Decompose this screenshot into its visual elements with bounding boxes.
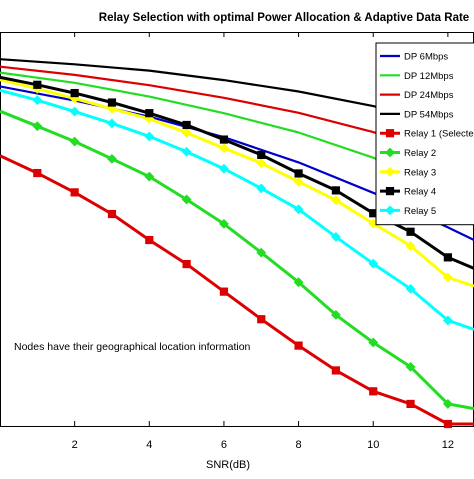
data-point — [144, 171, 155, 182]
legend-label: Relay 4 — [404, 187, 436, 198]
data-point — [219, 143, 229, 154]
x-tick-label: 6 — [221, 439, 227, 451]
legend-label: DP 54Mbps — [404, 109, 454, 120]
data-point — [107, 98, 117, 107]
data-point — [107, 153, 117, 164]
data-point — [181, 146, 192, 157]
data-point — [293, 277, 304, 288]
data-point — [405, 361, 416, 372]
x-axis-label: SNR(dB) — [206, 459, 250, 471]
data-point — [442, 315, 453, 326]
legend-marker — [385, 129, 395, 138]
legend-label: Relay 5 — [404, 206, 436, 217]
data-point — [257, 150, 266, 160]
data-point — [443, 419, 452, 429]
data-point — [442, 399, 453, 409]
legend-marker — [385, 187, 395, 196]
legend-label: DP 6Mbps — [404, 52, 448, 63]
data-point — [219, 287, 229, 296]
data-point — [107, 209, 117, 219]
data-point — [369, 387, 378, 396]
data-point — [256, 158, 267, 169]
data-point — [32, 121, 43, 132]
series-line-9 — [0, 88, 474, 331]
chart-title: Relay Selection with optimal Power Alloc… — [99, 12, 469, 24]
data-point — [330, 309, 341, 320]
data-point — [70, 188, 79, 197]
legend-label: Relay 2 — [404, 148, 436, 159]
x-tick-label: 2 — [72, 439, 78, 451]
data-point — [33, 168, 42, 178]
series-line-8 — [0, 75, 474, 270]
x-tick-label: 8 — [296, 439, 302, 451]
series-line-5 — [0, 154, 474, 426]
data-point — [368, 258, 379, 269]
data-point — [406, 399, 415, 409]
x-tick-label: 12 — [442, 439, 454, 451]
data-point — [69, 106, 80, 117]
series-line-7 — [0, 78, 474, 288]
data-point — [293, 176, 304, 187]
data-point — [368, 337, 379, 348]
data-point — [70, 88, 79, 98]
data-point — [182, 259, 191, 269]
x-tick-label: 10 — [367, 439, 379, 451]
data-point — [69, 136, 80, 147]
data-point — [107, 103, 117, 114]
data-point — [145, 109, 154, 118]
legend-marker — [385, 205, 395, 216]
data-point — [330, 195, 341, 206]
data-point — [331, 366, 341, 375]
legend-marker — [385, 166, 395, 177]
x-tick-label: 4 — [146, 439, 152, 451]
data-point — [442, 272, 453, 283]
data-point — [107, 118, 117, 129]
data-point — [294, 341, 303, 350]
data-point — [256, 247, 267, 258]
data-point — [182, 120, 191, 130]
data-point — [293, 204, 304, 215]
legend-label: DP 12Mbps — [404, 71, 454, 82]
legend-label: DP 24Mbps — [404, 90, 454, 101]
data-point — [330, 231, 341, 242]
chart-annotation: Nodes have their geographical location i… — [14, 341, 251, 353]
data-point — [405, 283, 416, 294]
data-point — [32, 95, 43, 106]
legend: DP 6Mbps DP 12Mbps DP 24Mbps DP 54Mbps Relay… — [375, 42, 474, 226]
data-point — [405, 241, 416, 251]
data-point — [331, 186, 341, 195]
legend-label: Relay 1 (Selected with — [404, 129, 474, 140]
data-point — [256, 183, 267, 194]
data-point — [219, 218, 229, 229]
legend-label: Relay 3 — [404, 167, 436, 178]
data-point — [144, 131, 155, 142]
series-line-6 — [0, 109, 474, 411]
data-point — [294, 169, 303, 178]
data-point — [33, 80, 42, 89]
data-point — [406, 227, 415, 236]
data-point — [257, 315, 266, 324]
data-point — [145, 235, 154, 245]
series-markers — [32, 80, 453, 429]
data-point — [181, 194, 192, 205]
legend-marker — [385, 147, 395, 158]
data-point — [181, 127, 192, 138]
data-point — [219, 135, 229, 144]
data-point — [443, 253, 452, 262]
data-point — [219, 163, 229, 174]
